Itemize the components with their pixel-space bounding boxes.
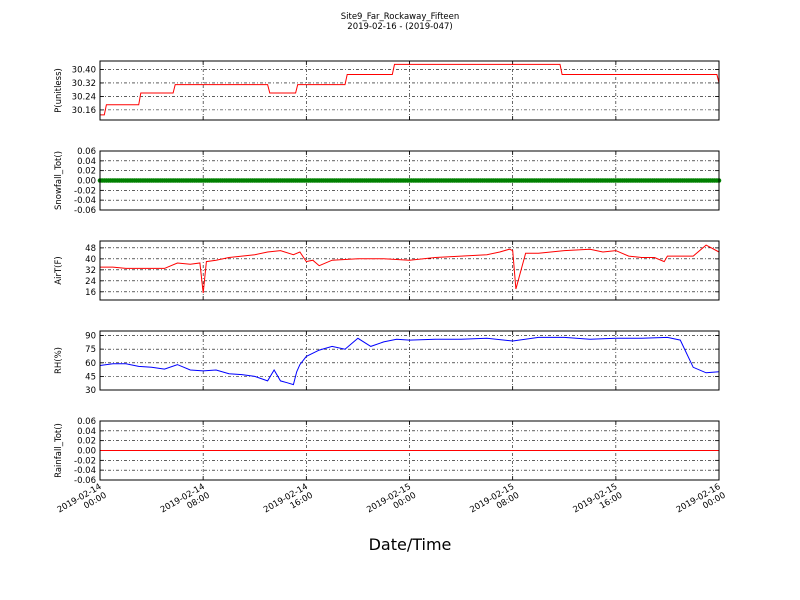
y-tick-label: 0.02 <box>77 167 96 177</box>
series-line <box>100 244 720 294</box>
y-axis-label: RH(%) <box>54 347 64 374</box>
y-tick-label: 0.04 <box>77 157 96 167</box>
y-tick-label: -0.06 <box>74 206 96 216</box>
chart-title: Site9_Far_Rockaway_Fifteen <box>341 12 460 22</box>
y-axis-label: Snowfall_Tot() <box>54 151 64 210</box>
y-axis-label: Rainfall_Tot() <box>54 423 64 478</box>
y-tick-label: 45 <box>85 372 96 382</box>
x-tick-labels: 2019-02-1400:00 2019-02-1408:00 2019-02-14… <box>56 482 728 524</box>
x-tick-label: 2019-02-1600:00 <box>675 482 728 524</box>
y-tick-label: 0.00 <box>77 177 96 187</box>
y-tick-label: -0.04 <box>74 466 96 476</box>
x-tick-label: 2019-02-1416:00 <box>262 482 315 524</box>
series-line <box>99 336 720 386</box>
y-tick-label: 0.04 <box>77 427 96 437</box>
y-tick-label: -0.04 <box>74 196 96 206</box>
y-tick-label: 30.16 <box>72 106 96 116</box>
y-tick-label: 0.06 <box>77 147 96 157</box>
y-tick-label: 60 <box>85 359 96 369</box>
y-tick-label: 48 <box>85 244 96 254</box>
subplot-1: 30.16 30.24 30.32 30.40 P(unitless) <box>54 60 720 121</box>
x-tick-label: 2019-02-1408:00 <box>159 482 212 524</box>
y-tick-label: 0.00 <box>77 447 96 457</box>
y-tick-label: 0.02 <box>77 437 96 447</box>
y-tick-label: 75 <box>85 345 96 355</box>
x-axis-label: Date/Time <box>369 535 452 554</box>
axes-frame <box>99 60 720 121</box>
y-tick-label: 90 <box>85 332 96 342</box>
subplot-4: 30 45 60 75 90 RH(%) <box>54 330 720 396</box>
y-tick-label: -0.02 <box>74 186 96 196</box>
y-tick-label: 30.24 <box>72 92 96 102</box>
y-tick-label: 0.06 <box>77 417 96 427</box>
series-line <box>100 63 720 116</box>
x-tick-label: 2019-02-1516:00 <box>572 482 625 524</box>
subplots: 30.1630.2430.3230.40P(unitless)-0.06-0.0… <box>54 60 722 486</box>
y-tick-label: 40 <box>85 255 96 265</box>
axes-frame <box>99 240 720 301</box>
subplot-2: -0.06-0.04-0.020.000.020.040.06 Snowfall_… <box>54 147 722 216</box>
x-tick-label: 2019-02-1508:00 <box>468 482 521 524</box>
y-tick-label: 30 <box>85 386 96 396</box>
y-tick-label: 32 <box>85 266 96 276</box>
y-axis-label: P(unitless) <box>54 68 64 113</box>
chart-subtitle: 2019-02-16 - (2019-047) <box>347 22 452 32</box>
axes-frame <box>99 330 720 391</box>
y-tick-label: 24 <box>85 277 96 287</box>
axes-frame <box>99 150 720 211</box>
x-tick-label: 2019-02-1500:00 <box>365 482 418 524</box>
y-tick-label: 30.40 <box>72 65 96 75</box>
subplot-5: -0.06-0.04-0.020.000.020.040.06 Rainfall_… <box>54 417 720 486</box>
x-tick-label: 2019-02-1400:00 <box>56 482 109 524</box>
y-tick-label: -0.02 <box>74 456 96 466</box>
y-tick-label: -0.06 <box>74 476 96 486</box>
y-tick-label: 30.32 <box>72 79 96 89</box>
series-markers <box>97 178 722 183</box>
y-tick-label: 16 <box>85 288 96 298</box>
y-axis-label: AirT(F) <box>54 256 64 284</box>
axes-frame <box>99 420 720 481</box>
